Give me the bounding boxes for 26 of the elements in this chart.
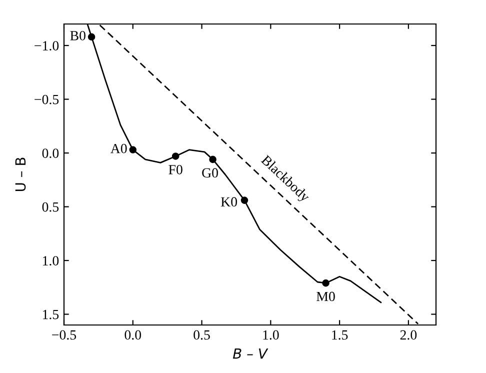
point [240, 196, 248, 204]
y-tick-label: 0.5 [42, 202, 59, 212]
y-tick-label: 1.0 [43, 256, 59, 266]
y-tick-label: 1.5 [43, 310, 59, 320]
y-axis-title: U – B [15, 158, 26, 192]
annotation: F0 [168, 164, 182, 174]
annotation: M0 [316, 292, 335, 302]
point [129, 146, 137, 154]
annotation: G0 [202, 168, 218, 178]
point [209, 156, 216, 164]
x-axis-title: B – V [232, 348, 268, 359]
annotation: B0 [70, 31, 86, 40]
point [172, 152, 180, 160]
x-tick-label: 1.0 [263, 330, 279, 340]
point [322, 279, 330, 287]
annotation: A0 [110, 144, 127, 154]
annotation: K0 [220, 197, 238, 207]
x-tick-label: 1.5 [332, 330, 348, 340]
point [88, 33, 96, 41]
y-tick-label: −0.5 [34, 94, 59, 104]
x-tick-label: 0.0 [124, 330, 142, 340]
x-tick-label: 2.0 [400, 330, 417, 340]
y-tick-label: 0.0 [42, 148, 59, 158]
x-tick-label: −0.5 [52, 330, 76, 340]
y-tick-label: −1.0 [34, 41, 59, 51]
x-tick-label: 0.5 [194, 330, 210, 340]
